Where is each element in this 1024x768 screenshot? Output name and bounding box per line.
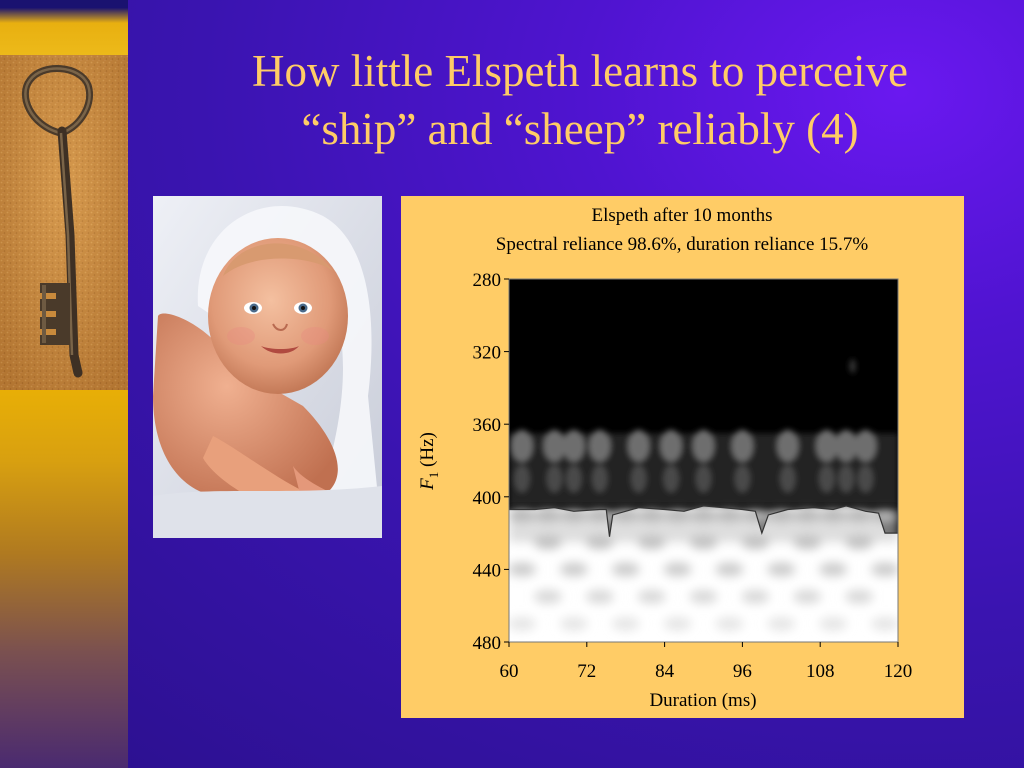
heatmap-column	[776, 429, 799, 462]
heatmap-column	[818, 464, 835, 493]
heatmap-cell	[533, 589, 562, 604]
x-tick-label: 108	[806, 661, 835, 682]
x-axis-label: Duration (ms)	[649, 690, 756, 711]
slide-title: How little Elspeth learns to perceive “s…	[150, 42, 1010, 158]
heatmap-cell	[559, 616, 588, 631]
heatmap-column	[513, 464, 530, 493]
heatmap-column	[663, 464, 680, 493]
heatmap-column	[627, 429, 650, 462]
heatmap-column	[562, 429, 585, 462]
heatmap-cell	[819, 562, 848, 577]
heatmap-column	[565, 464, 582, 493]
x-axis: 60 72 84 96 108 120	[500, 642, 913, 682]
heatmap-cell	[663, 616, 692, 631]
heatmap-cell	[871, 562, 898, 577]
heatmap-cell	[741, 589, 770, 604]
heatmap-cell	[509, 616, 536, 631]
heatmap-column	[857, 464, 874, 493]
title-line-1: How little Elspeth learns to perceive	[251, 46, 909, 96]
x-tick-label: 60	[500, 661, 519, 682]
heatmap-cell	[689, 589, 718, 604]
plot-frame	[508, 278, 899, 643]
heatmap-cell	[767, 616, 796, 631]
x-tick-label: 84	[655, 661, 675, 682]
heatmap-cell	[663, 562, 692, 577]
heatmap-cell	[611, 616, 640, 631]
y-axis-label-rest: (Hz)	[417, 432, 438, 472]
heatmap-column	[734, 464, 751, 493]
chart-subtitle: Spectral reliance 98.6%, duration relian…	[496, 234, 869, 255]
heatmap-column	[591, 464, 608, 493]
chart-panel: Elspeth after 10 months Spectral relianc…	[401, 196, 964, 718]
x-tick-label: 72	[577, 661, 596, 682]
heatmap-cell	[715, 562, 744, 577]
heatmap-column	[692, 429, 715, 462]
antique-key-icon	[0, 55, 128, 390]
heatmap-column	[588, 429, 611, 462]
heatmap-cell	[767, 562, 796, 577]
heatmap-column	[660, 429, 683, 462]
heatmap-band-boundary	[509, 511, 898, 543]
category-boundary-line	[509, 505, 898, 537]
y-tick-label: 360	[473, 415, 502, 436]
baby-photo	[153, 196, 382, 538]
plot-area	[509, 279, 898, 642]
heatmap-spot	[849, 359, 856, 374]
heatmap-cell	[637, 589, 666, 604]
heatmap-cell	[611, 562, 640, 577]
heatmap-column	[510, 429, 533, 462]
heatmap-column	[695, 464, 712, 493]
heatmap-column	[543, 429, 566, 462]
heatmap-column	[838, 464, 855, 493]
heatmap-cell	[715, 616, 744, 631]
heatmap-lower-shading	[509, 507, 898, 631]
heatmap-column	[854, 429, 877, 462]
y-tick-label: 400	[473, 488, 502, 509]
x-tick-label: 120	[884, 661, 913, 682]
heatmap-chart: Elspeth after 10 months Spectral relianc…	[417, 205, 913, 711]
x-tick-label: 96	[733, 661, 752, 682]
y-axis: 280 320 360 400 440 480	[473, 270, 509, 654]
y-axis-label-sub: 1	[426, 472, 441, 479]
heatmap-cell	[845, 589, 874, 604]
heatmap-column	[546, 464, 563, 493]
heatmap-column	[630, 464, 647, 493]
heatmap-upper-shading	[509, 359, 898, 506]
heatmap-cell	[559, 562, 588, 577]
y-tick-label: 320	[473, 343, 502, 364]
heatmap-cell	[871, 616, 898, 631]
heatmap-cell	[585, 589, 614, 604]
y-tick-label: 440	[473, 560, 502, 581]
y-tick-label: 480	[473, 633, 502, 654]
chart-title: Elspeth after 10 months	[592, 205, 773, 226]
y-axis-label: F1 (Hz)	[417, 432, 441, 491]
heatmap-column	[731, 429, 754, 462]
heatmap-cell	[509, 562, 536, 577]
y-tick-label: 280	[473, 270, 502, 291]
heatmap-cell	[819, 616, 848, 631]
heatmap-column	[815, 429, 838, 462]
heatmap-cell	[793, 589, 822, 604]
heatmap-column	[835, 429, 858, 462]
title-line-2: “ship” and “sheep” reliably (4)	[301, 104, 859, 154]
y-axis-label-italic: F	[417, 478, 438, 491]
heatmap-column	[779, 464, 796, 493]
